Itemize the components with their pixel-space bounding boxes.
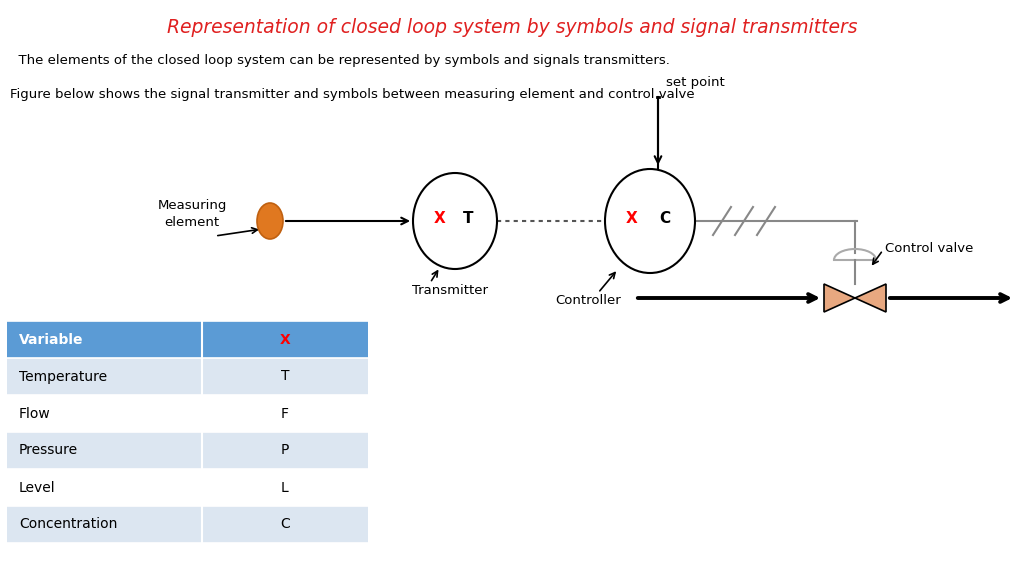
- Text: Flow: Flow: [19, 407, 51, 420]
- Text: F: F: [281, 407, 289, 420]
- Ellipse shape: [257, 203, 283, 239]
- Ellipse shape: [413, 173, 497, 269]
- Text: X: X: [280, 332, 291, 347]
- Bar: [7, 321, 202, 358]
- Text: Level: Level: [19, 480, 55, 495]
- Text: L: L: [282, 480, 289, 495]
- Text: T: T: [463, 210, 473, 225]
- Text: C: C: [659, 210, 671, 225]
- Bar: [7, 506, 202, 543]
- Text: C: C: [281, 517, 290, 532]
- Text: Pressure: Pressure: [19, 444, 78, 457]
- Text: Control valve: Control valve: [885, 241, 974, 255]
- Text: X: X: [434, 210, 445, 225]
- Bar: [202, 358, 368, 395]
- Bar: [7, 432, 202, 469]
- Text: P: P: [281, 444, 289, 457]
- Text: Representation of closed loop system by symbols and signal transmitters: Representation of closed loop system by …: [167, 18, 857, 37]
- Text: Temperature: Temperature: [19, 369, 108, 384]
- Bar: [7, 469, 202, 506]
- Text: T: T: [281, 369, 289, 384]
- Polygon shape: [855, 284, 886, 312]
- Bar: [202, 432, 368, 469]
- Bar: [202, 321, 368, 358]
- Text: The elements of the closed loop system can be represented by symbols and signals: The elements of the closed loop system c…: [10, 54, 670, 67]
- Text: set point: set point: [666, 76, 725, 89]
- Polygon shape: [824, 284, 855, 312]
- Bar: [202, 395, 368, 432]
- Text: Figure below shows the signal transmitter and symbols between measuring element : Figure below shows the signal transmitte…: [10, 88, 694, 101]
- Bar: [7, 395, 202, 432]
- Text: Transmitter: Transmitter: [412, 284, 488, 297]
- Bar: [202, 506, 368, 543]
- Text: X: X: [626, 210, 638, 225]
- Text: Variable: Variable: [19, 332, 84, 347]
- Text: Controller: Controller: [555, 294, 621, 307]
- Bar: [202, 469, 368, 506]
- Text: Concentration: Concentration: [19, 517, 118, 532]
- Text: Measuring
element: Measuring element: [158, 199, 226, 229]
- Bar: [7, 358, 202, 395]
- Ellipse shape: [605, 169, 695, 273]
